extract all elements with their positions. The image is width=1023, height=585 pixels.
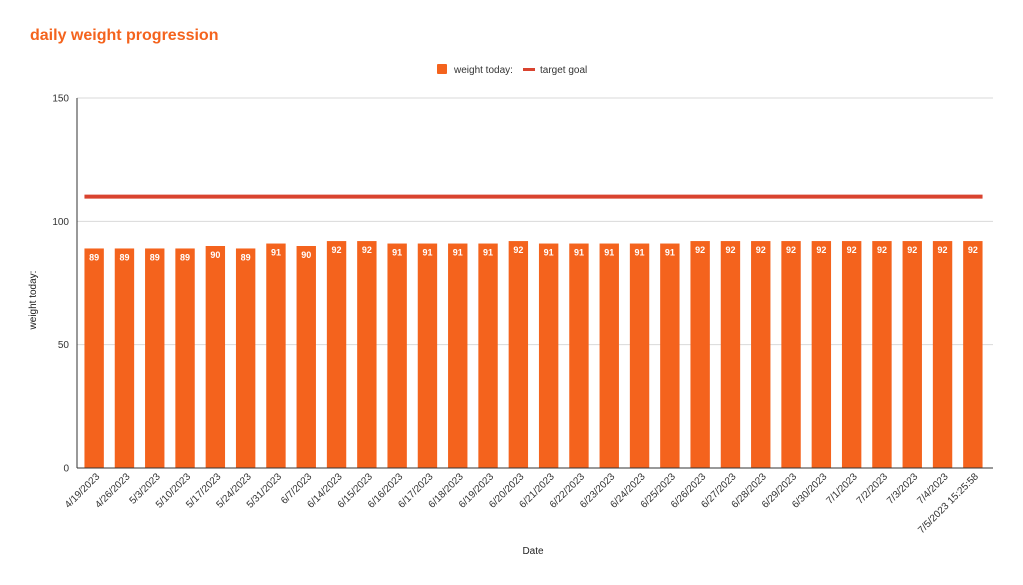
y-axis-title: weight today: [28, 271, 39, 331]
bar [326, 241, 347, 468]
bar [266, 243, 286, 468]
bar-value-label: 89 [150, 252, 160, 262]
legend-swatch-weight [437, 64, 447, 74]
bar-value-label: 91 [604, 248, 614, 258]
bar-value-label: 89 [89, 252, 99, 262]
x-tick-label: 7/2/2023 [855, 471, 891, 507]
bar-value-label: 92 [847, 245, 857, 255]
bar [538, 243, 559, 468]
bar-value-label: 92 [695, 245, 705, 255]
bar [448, 243, 468, 468]
bar-value-label: 92 [877, 245, 887, 255]
bar [690, 241, 710, 468]
bar-value-label: 91 [665, 248, 675, 258]
bar [902, 241, 922, 468]
bar-value-label: 91 [392, 248, 402, 258]
bar-value-label: 92 [513, 245, 523, 255]
x-tick-label: 7/1/2023 [824, 471, 860, 507]
bar [629, 243, 650, 468]
bar [963, 241, 983, 468]
bar-value-label: 89 [241, 252, 251, 262]
bar-value-label: 92 [907, 245, 917, 255]
bar-value-label: 91 [544, 248, 554, 258]
y-tick-label: 50 [58, 340, 70, 351]
bar-value-label: 91 [483, 248, 493, 258]
bar [235, 248, 256, 468]
bar-value-label: 92 [786, 245, 796, 255]
chart-title: daily weight progression [30, 27, 219, 44]
gridlines [77, 97, 993, 346]
legend-label-target: target goal [540, 65, 587, 76]
bar [599, 243, 619, 468]
bar [175, 248, 195, 468]
bar-value-label: 91 [271, 248, 281, 258]
bar-value-label: 90 [301, 250, 311, 260]
bar [781, 241, 801, 468]
bars [84, 241, 983, 468]
bar [84, 248, 104, 468]
bar-value-label: 92 [938, 245, 948, 255]
bar-value-label: 89 [180, 252, 190, 262]
bar [478, 243, 498, 468]
bar [357, 241, 377, 468]
x-axis-ticks: 4/19/20234/26/20235/3/20235/10/20235/17/… [63, 471, 981, 536]
bar-value-label: 92 [756, 245, 766, 255]
legend-swatch-target [523, 68, 535, 71]
bar-value-label: 91 [635, 248, 645, 258]
bar-value-label: 89 [119, 252, 129, 262]
bar-value-label: 90 [210, 250, 220, 260]
bar [841, 241, 862, 468]
bar [872, 241, 892, 468]
y-tick-label: 100 [52, 217, 69, 228]
bar-value-label: 92 [362, 245, 372, 255]
bar [751, 241, 771, 468]
legend-label-weight: weight today: [453, 65, 513, 76]
bar-value-label: 92 [332, 245, 342, 255]
x-tick-label: 7/3/2023 [885, 471, 921, 507]
bar [508, 241, 529, 468]
bar [660, 243, 680, 468]
y-axis-ticks: 0 50 100 150 [52, 94, 69, 475]
bar [932, 241, 953, 468]
bar-value-label: 91 [453, 248, 463, 258]
bar-value-label: 92 [816, 245, 826, 255]
y-tick-label: 0 [63, 464, 69, 475]
bar [114, 248, 135, 468]
bar [205, 246, 226, 468]
bar [296, 246, 316, 468]
x-axis-title: Date [522, 546, 544, 557]
bar-labels: 89 89 89 89 90 89 91 90 92 92 91 91 91 91 92 91 91 91 91 91… [89, 245, 978, 262]
legend: weight today: target goal [437, 64, 587, 76]
bar [720, 241, 741, 468]
bar [145, 248, 165, 468]
bar-value-label: 92 [725, 245, 735, 255]
bar [387, 243, 407, 468]
y-tick-label: 150 [52, 94, 69, 105]
bar [417, 243, 438, 468]
bar-value-label: 91 [574, 248, 584, 258]
bar [569, 243, 589, 468]
bar-value-label: 91 [422, 248, 432, 258]
bar [811, 241, 832, 468]
bar-value-label: 92 [968, 245, 978, 255]
